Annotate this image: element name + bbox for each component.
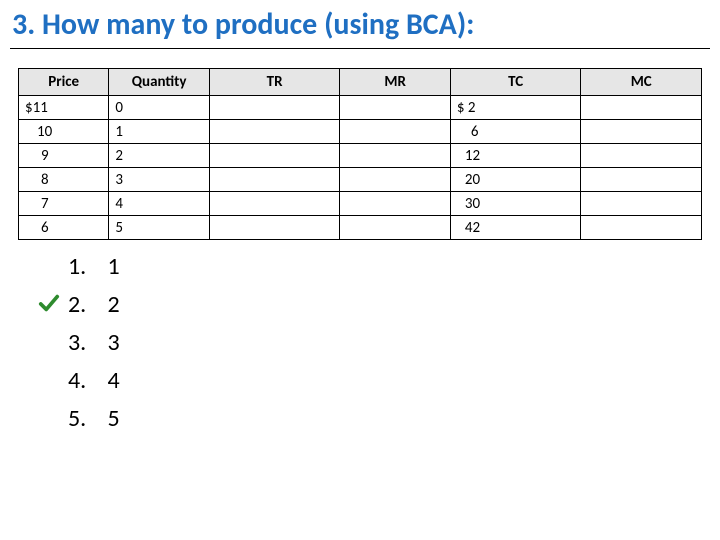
cell-tr <box>209 96 340 120</box>
col-header-price: Price <box>19 69 109 96</box>
answer-option: 5. 5 <box>68 400 120 438</box>
cell-mc <box>581 120 702 144</box>
answer-value: 1 <box>107 248 119 286</box>
title-underline <box>10 48 710 49</box>
data-table: Price Quantity TR MR TC MC $11 0 $ 2 <box>18 68 702 240</box>
table-row: $11 0 $ 2 <box>19 96 702 120</box>
cell-mc <box>581 168 702 192</box>
table-row: 9 2 12 <box>19 144 702 168</box>
answer-value: 2 <box>107 286 119 324</box>
cell-tc: $ 2 <box>450 96 581 120</box>
table-row: 8 3 20 <box>19 168 702 192</box>
cell-tc: 42 <box>450 216 581 240</box>
cell-price: 9 <box>19 144 109 168</box>
cell-tr <box>209 144 340 168</box>
cell-price: 7 <box>19 192 109 216</box>
cell-tr <box>209 120 340 144</box>
cell-mc <box>581 192 702 216</box>
cell-quantity: 3 <box>109 168 209 192</box>
cell-tc: 12 <box>450 144 581 168</box>
answer-list: 1. 1 2. 2 3. 3 4. 4 5. 5 <box>68 248 120 438</box>
cell-price: $11 <box>19 96 109 120</box>
answer-option: 4. 4 <box>68 362 120 400</box>
col-header-tc: TC <box>450 69 581 96</box>
cell-quantity: 1 <box>109 120 209 144</box>
cell-mr <box>340 192 450 216</box>
cell-mr <box>340 168 450 192</box>
table-row: 6 5 42 <box>19 216 702 240</box>
cell-tr <box>209 168 340 192</box>
table-row: 10 1 6 <box>19 120 702 144</box>
table-header-row: Price Quantity TR MR TC MC <box>19 69 702 96</box>
cell-mr <box>340 144 450 168</box>
table-row: 7 4 30 <box>19 192 702 216</box>
answer-value: 5 <box>107 400 119 438</box>
cell-tr <box>209 216 340 240</box>
data-table-container: Price Quantity TR MR TC MC $11 0 $ 2 <box>18 68 702 240</box>
cell-quantity: 0 <box>109 96 209 120</box>
cell-mr <box>340 96 450 120</box>
col-header-quantity: Quantity <box>109 69 209 96</box>
answer-number: 5. <box>68 400 102 438</box>
col-header-tr: TR <box>209 69 340 96</box>
col-header-mc: MC <box>581 69 702 96</box>
col-header-mr: MR <box>340 69 450 96</box>
cell-mc <box>581 144 702 168</box>
cell-tc: 20 <box>450 168 581 192</box>
answer-value: 3 <box>107 324 119 362</box>
checkmark-icon <box>38 292 60 314</box>
cell-mc <box>581 96 702 120</box>
cell-quantity: 4 <box>109 192 209 216</box>
cell-tc: 30 <box>450 192 581 216</box>
cell-mr <box>340 120 450 144</box>
cell-tr <box>209 192 340 216</box>
cell-mr <box>340 216 450 240</box>
cell-quantity: 2 <box>109 144 209 168</box>
cell-tc: 6 <box>450 120 581 144</box>
cell-price: 10 <box>19 120 109 144</box>
answer-option: 1. 1 <box>68 248 120 286</box>
answer-number: 2. <box>68 286 102 324</box>
cell-price: 8 <box>19 168 109 192</box>
slide: 3. How many to produce (using BCA): Pric… <box>0 0 720 540</box>
answer-number: 1. <box>68 248 102 286</box>
cell-price: 6 <box>19 216 109 240</box>
answer-value: 4 <box>107 362 119 400</box>
answer-number: 3. <box>68 324 102 362</box>
answer-option: 3. 3 <box>68 324 120 362</box>
answer-number: 4. <box>68 362 102 400</box>
slide-title: 3. How many to produce (using BCA): <box>12 6 474 43</box>
cell-quantity: 5 <box>109 216 209 240</box>
answer-option: 2. 2 <box>68 286 120 324</box>
cell-mc <box>581 216 702 240</box>
